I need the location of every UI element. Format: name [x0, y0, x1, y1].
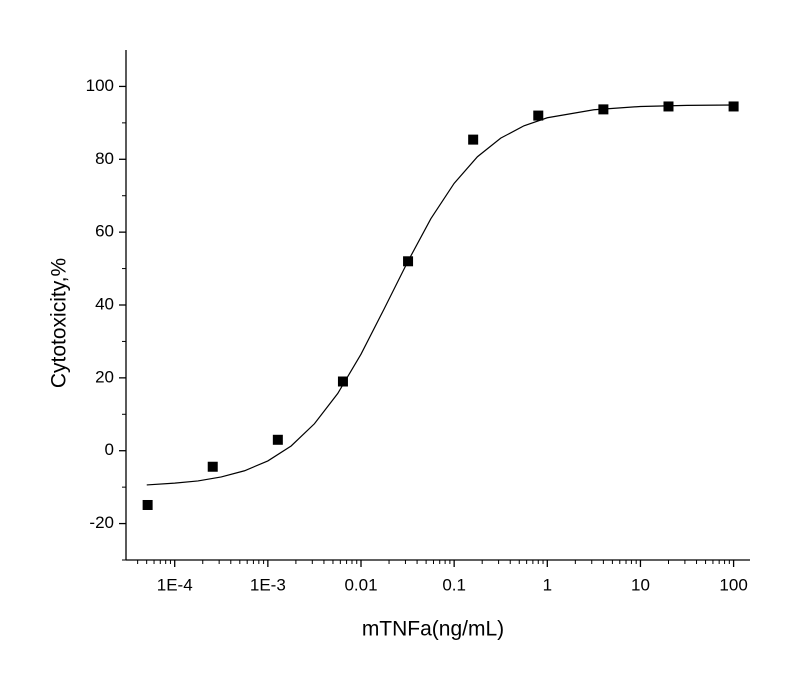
x-tick-label: 10: [631, 575, 650, 594]
data-point: [272, 434, 283, 445]
data-point: [728, 101, 739, 112]
x-tick-label: 1: [543, 575, 552, 594]
y-tick-label: 100: [86, 76, 114, 95]
y-axis-label: Cytotoxicity,%: [48, 258, 71, 388]
data-point: [337, 376, 348, 387]
y-tick-label: 20: [95, 367, 114, 386]
fit-curve: [146, 104, 734, 486]
y-tick-label: 0: [105, 440, 114, 459]
data-point: [142, 499, 153, 510]
data-point: [663, 101, 674, 112]
x-axis-label: mTNFa(ng/mL): [362, 618, 504, 641]
y-tick-label: 40: [95, 294, 114, 313]
y-tick-label: 80: [95, 149, 114, 168]
data-point: [533, 110, 544, 121]
x-tick-label: 0.1: [442, 575, 466, 594]
data-point: [468, 134, 479, 145]
x-tick-label: 1E-3: [250, 575, 286, 594]
x-tick-label: 1E-4: [157, 575, 193, 594]
data-point: [207, 461, 218, 472]
x-tick-label: 0.01: [344, 575, 377, 594]
y-tick-label: 60: [95, 222, 114, 241]
y-tick-label: -20: [89, 513, 114, 532]
x-tick-label: 100: [719, 575, 747, 594]
